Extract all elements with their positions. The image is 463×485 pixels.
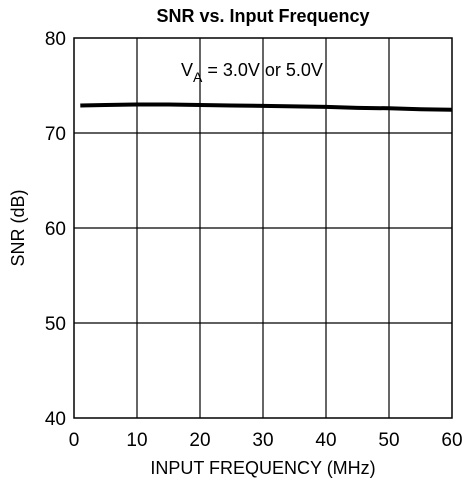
x-tick-label-50: 50 [378,430,399,451]
y-axis-label: SNR (dB) [8,189,28,266]
x-tick-label-0: 0 [69,430,80,451]
snr-series-line-0 [80,102,453,112]
annotation-prefix: V [181,60,193,80]
plot-frame [73,37,453,419]
x-tick-label-10: 10 [126,430,147,451]
y-tick-label-60: 60 [45,219,66,240]
y-tick-label-40: 40 [45,409,66,430]
y-tick-label-80: 80 [45,29,66,50]
grid [74,38,452,418]
y-tick-label-70: 70 [45,124,66,145]
x-axis-label: INPUT FREQUENCY (MHz) [150,458,375,478]
annotation-suffix: = 3.0V or 5.0V [202,60,323,80]
x-tick-label-30: 30 [252,430,273,451]
series-group [80,102,453,112]
x-tick-label-40: 40 [315,430,336,451]
x-tick-label-20: 20 [189,430,210,451]
y-tick-label-50: 50 [45,314,66,335]
y-tick-labels: 40 50 60 70 80 [45,29,66,430]
supply-voltage-annotation: VA = 3.0V or 5.0V [181,60,323,85]
x-tick-labels: 0 10 20 30 40 50 60 [69,430,463,451]
chart-title: SNR vs. Input Frequency [156,6,369,26]
x-tick-label-60: 60 [441,430,462,451]
annotation-subscript: A [193,69,203,85]
